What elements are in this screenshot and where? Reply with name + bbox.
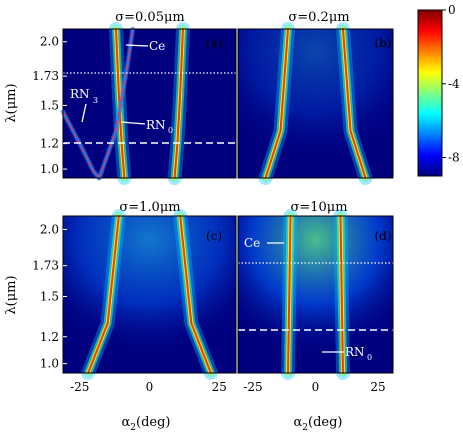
annotation-ce-d: Ce — [244, 236, 260, 250]
x-tick-label: 0 — [146, 380, 154, 394]
panel-d-curves — [238, 209, 393, 380]
panel-glow — [238, 216, 393, 373]
x-tick-label: 25 — [212, 380, 227, 394]
ylabel-bottom: λ(μm) — [4, 275, 19, 314]
annotation-ce-a: Ce — [149, 39, 165, 53]
resonance-curve-mode — [179, 215, 212, 374]
panel-b-curves — [238, 22, 393, 185]
resonance-curve-ce — [173, 28, 184, 179]
panel-a-label: (a) — [206, 36, 223, 50]
resonance-curve-ce — [287, 215, 292, 374]
x-tick-label: -25 — [243, 380, 262, 394]
y-tick-label: 1.73 — [32, 259, 59, 273]
panel-b-label: (b) — [374, 36, 391, 50]
panel-c-label: (c) — [206, 229, 222, 243]
colorbar-ticks: 0 -4 -8 — [442, 3, 460, 165]
annotation-rn0-label: RN — [146, 118, 166, 132]
panel-glow — [63, 216, 236, 373]
panel-d-title: σ=10μm — [290, 200, 347, 215]
arrow-ce-a — [125, 44, 149, 47]
y-tick-label: 1.0 — [40, 162, 59, 176]
colorbar-gradient — [417, 9, 443, 177]
annotation-rn0-d-label: RN — [345, 345, 365, 359]
colorbar-tick-label: -4 — [448, 77, 460, 91]
panel-a-plot — [63, 29, 236, 178]
resonance-curve-mode — [342, 28, 367, 179]
y-tick-label: 1.73 — [32, 69, 59, 83]
x-tick-label: 25 — [370, 380, 385, 394]
xlabel-left: α2(deg) — [122, 415, 171, 433]
panel-glow — [238, 29, 393, 178]
y-tick-label: 1.2 — [40, 330, 59, 344]
annotation-rn0-sub: 0 — [168, 126, 173, 135]
xlabel-right: α2(deg) — [294, 415, 343, 433]
panel-a-curves — [60, 22, 190, 185]
resonance-curve-ce — [339, 215, 344, 374]
axes: 2.0 1.73 1.5 1.2 1.0 2.0 1.73 1.5 1.2 1.0 -25 0 25 -2… — [32, 35, 385, 394]
panel-b-title: σ=0.2μm — [288, 10, 349, 25]
y-tick-label: 2.0 — [40, 222, 59, 236]
panel-d-label: (d) — [374, 229, 391, 243]
resonance-curve-rn0 — [98, 28, 134, 179]
y-tick-label: 1.5 — [40, 290, 59, 304]
panel-c-title: σ=1.0μm — [119, 200, 180, 215]
x-tick-label: -25 — [70, 380, 89, 394]
colorbar: 0 -4 -8 — [417, 3, 460, 177]
annotation-rn3-sub: 3 — [93, 96, 98, 105]
arrow-rn0-a — [120, 121, 146, 125]
annotation-rn0-d-sub: 0 — [367, 353, 372, 362]
panel-c: σ=1.0μm (c) — [62, 200, 237, 380]
annotation-rn3-label: RN — [70, 87, 90, 101]
colorbar-tick-label: -8 — [448, 151, 460, 165]
panel-c-curves — [63, 209, 236, 380]
resonance-curve-mode — [87, 215, 120, 374]
y-tick-label: 2.0 — [40, 35, 59, 49]
ylabel-top: λ(μm) — [4, 83, 19, 122]
resonance-curve-rn3 — [62, 111, 100, 179]
panel-d: σ=10μm (d) Ce RN 0 — [237, 200, 394, 380]
arrow-rn3 — [81, 103, 87, 123]
y-tick-label: 1.2 — [40, 137, 59, 151]
y-tick-label: 1.5 — [40, 98, 59, 112]
y-tick-label: 1.0 — [40, 357, 59, 371]
resonance-curve-mode — [264, 28, 289, 179]
panel-b: σ=0.2μm (b) — [237, 10, 394, 185]
panel-a: σ=0.05μm (a) Ce RN 3 RN 0 — [60, 10, 237, 185]
x-tick-label: 0 — [312, 380, 320, 394]
colorbar-tick-label: 0 — [448, 3, 456, 17]
panel-a-title: σ=0.05μm — [115, 10, 185, 25]
